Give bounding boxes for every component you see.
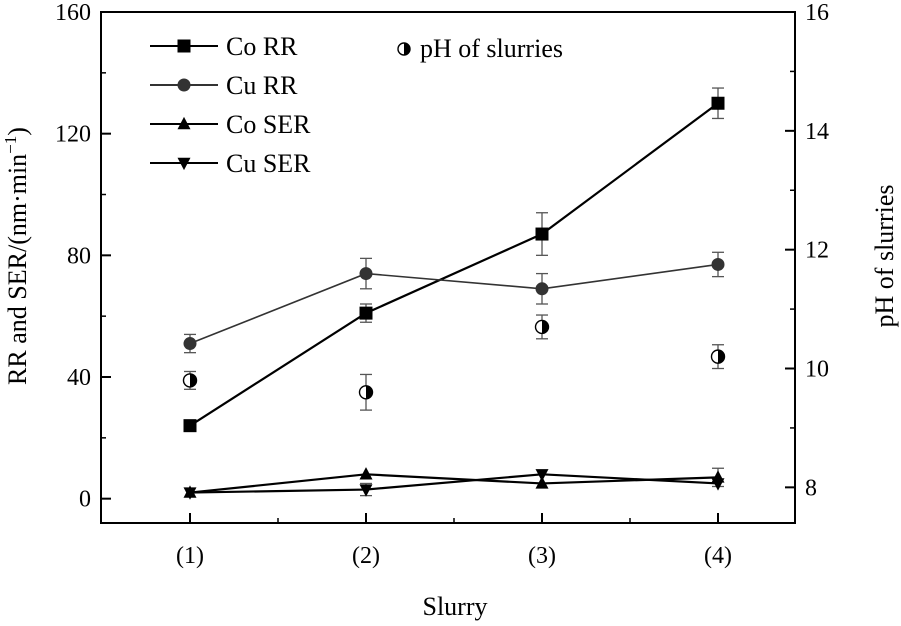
x-tick-label: (1) (176, 543, 204, 569)
axis-ticks: 0 40 80 120 160 8 10 12 14 16 (1) (2) (3) (4) (55, 0, 829, 569)
y-right-tick-label: 8 (805, 475, 817, 501)
cu-ser-point (535, 469, 549, 482)
co-rr-point (711, 96, 725, 110)
cu-rr-point (535, 282, 549, 296)
legend: Co RR Cu RR Co SER Cu SER pH of slurries (150, 32, 563, 178)
y-right-tick-label: 16 (805, 0, 829, 26)
y-axis-left-title-close: ) (3, 127, 32, 136)
y-left-tick-label: 80 (67, 243, 91, 269)
legend-marker-ph (397, 42, 411, 56)
x-tick-label: (2) (352, 543, 380, 569)
ph-marker-fill (190, 373, 197, 387)
ph-point (182, 373, 198, 388)
cu-rr-point (711, 257, 725, 271)
y-axis-right-title: pH of slurries (870, 185, 899, 328)
ph-marker-fill (404, 43, 410, 55)
y-left-tick-label: 160 (55, 0, 91, 26)
cu-rr-point (359, 267, 373, 281)
legend-label-co-ser: Co SER (226, 110, 311, 139)
co-ser-line (189, 473, 719, 494)
legend-label-cu-ser: Cu SER (226, 149, 311, 178)
y-right-tick-label: 12 (805, 238, 829, 264)
ph-point (710, 349, 726, 364)
x-tick-label: (3) (528, 543, 556, 569)
y-left-tick-label: 0 (79, 487, 91, 513)
ph-marker-fill (542, 320, 549, 334)
co-rr-point (535, 227, 549, 241)
y-axis-left-title: RR and SER/(nm·min−1) (1, 127, 32, 385)
series-co-rr (183, 87, 725, 433)
y-right-tick-label: 14 (805, 119, 829, 145)
co-rr-line (189, 102, 719, 427)
ph-point (534, 319, 550, 335)
y-right-tick-label: 10 (805, 357, 829, 383)
co-ser-point (359, 467, 373, 480)
legend-marker-cu-ser (177, 157, 191, 171)
legend-marker-cu-rr (177, 78, 191, 92)
ph-point (358, 385, 374, 400)
legend-label-cu-rr: Cu RR (226, 71, 298, 100)
x-tick-label: (4) (704, 543, 732, 569)
y-axis-left-title-main: RR and SER/(nm·min (3, 154, 32, 385)
legend-marker-co-ser (177, 116, 191, 130)
cu-rr-line (189, 263, 719, 345)
ph-marker-fill (366, 385, 373, 399)
legend-label-co-rr: Co RR (226, 32, 298, 61)
series-cu-rr (183, 251, 725, 354)
cu-ser-line (189, 473, 719, 494)
y-axis-left-title-exponent: −1 (1, 136, 20, 154)
y-left-tick-label: 120 (55, 122, 91, 148)
co-rr-point (359, 306, 373, 320)
chart-marks (182, 87, 726, 500)
cu-ser-point (711, 478, 725, 491)
series-ph-of-slurries (182, 314, 726, 411)
co-ser-point (535, 476, 549, 489)
cu-rr-point (183, 337, 197, 351)
cu-ser-point (183, 487, 197, 500)
plot-frame (100, 11, 796, 524)
x-axis-title: Slurry (423, 592, 488, 621)
legend-label-ph: pH of slurries (420, 34, 563, 63)
cu-ser-point (359, 484, 373, 497)
y-left-tick-label: 40 (67, 365, 91, 391)
legend-marker-co-rr (177, 39, 191, 53)
ph-marker-fill (718, 350, 725, 364)
plot-border (100, 11, 796, 524)
co-rr-point (183, 419, 197, 433)
series-cu-ser (183, 469, 725, 500)
